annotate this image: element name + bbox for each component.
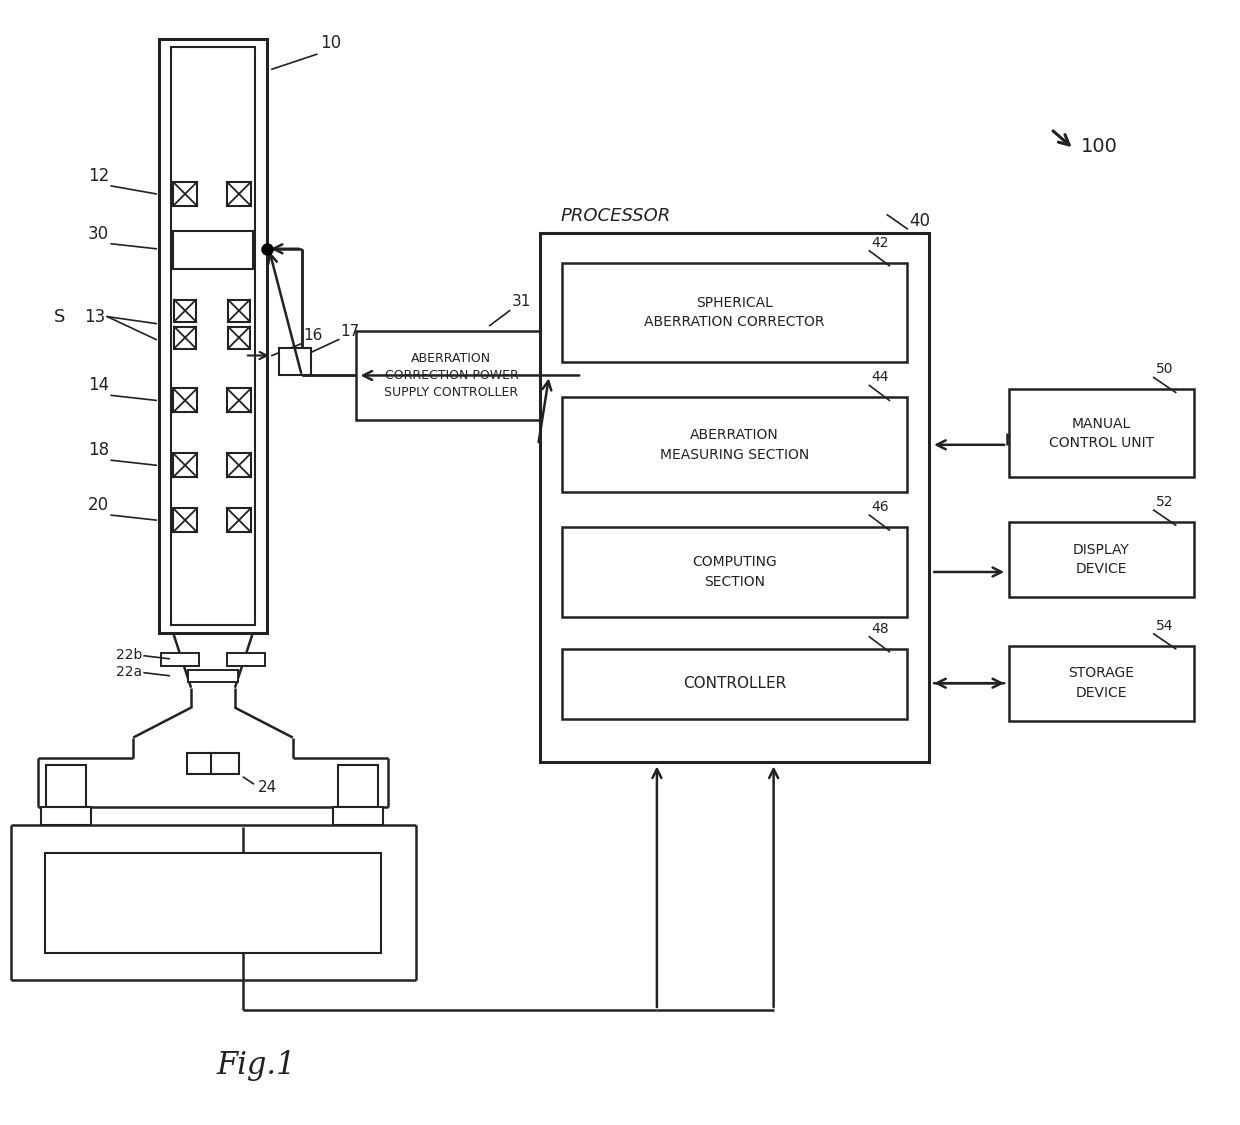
Text: Fig.1: Fig.1	[216, 1050, 295, 1081]
Bar	[174, 388, 197, 413]
Bar	[187, 753, 215, 774]
Bar	[332, 808, 383, 826]
Bar	[562, 397, 908, 492]
Bar	[227, 388, 250, 413]
Bar	[171, 47, 255, 624]
Text: MANUAL
CONTROL UNIT: MANUAL CONTROL UNIT	[1049, 416, 1154, 450]
Text: 100: 100	[1081, 136, 1117, 155]
Text: 16: 16	[304, 327, 324, 342]
Text: 12: 12	[88, 166, 109, 184]
Bar	[188, 669, 238, 682]
Bar	[228, 299, 250, 322]
Bar	[174, 231, 253, 269]
Text: 22a: 22a	[117, 665, 143, 678]
Bar	[227, 453, 250, 477]
Text: 14: 14	[88, 377, 109, 395]
Bar	[279, 348, 311, 376]
Text: 24: 24	[258, 780, 278, 795]
Text: PROCESSOR: PROCESSOR	[560, 207, 671, 225]
Text: 13: 13	[84, 307, 105, 325]
Text: 20: 20	[88, 496, 109, 514]
Text: 18: 18	[88, 441, 109, 459]
Bar	[1009, 522, 1194, 597]
Bar	[211, 753, 239, 774]
Bar	[1009, 646, 1194, 721]
Bar	[562, 263, 908, 362]
Text: CONTROLLER: CONTROLLER	[683, 676, 786, 691]
Bar	[46, 765, 87, 808]
Bar	[356, 331, 547, 421]
Text: 30: 30	[88, 225, 109, 243]
Bar	[161, 652, 200, 666]
Text: 31: 31	[512, 294, 531, 308]
Text: 44: 44	[872, 370, 889, 385]
Bar	[562, 649, 908, 719]
Bar	[46, 853, 381, 953]
Text: ABERRATION
MEASURING SECTION: ABERRATION MEASURING SECTION	[660, 428, 810, 461]
Bar	[228, 326, 250, 349]
Text: ABERRATION
CORRECTION POWER
SUPPLY CONTROLLER: ABERRATION CORRECTION POWER SUPPLY CONTR…	[384, 352, 518, 399]
Bar	[541, 233, 929, 762]
Text: 46: 46	[872, 501, 889, 514]
Bar	[562, 528, 908, 617]
Bar	[174, 508, 197, 532]
Text: 50: 50	[1156, 362, 1173, 377]
Bar	[174, 453, 197, 477]
Bar	[1009, 389, 1194, 477]
Text: S: S	[53, 307, 64, 325]
Text: SPHERICAL
ABERRATION CORRECTOR: SPHERICAL ABERRATION CORRECTOR	[645, 296, 825, 330]
Text: 10: 10	[320, 34, 341, 52]
Bar	[174, 299, 196, 322]
Bar	[159, 39, 267, 633]
Text: 52: 52	[1156, 495, 1173, 510]
Text: DISPLAY
DEVICE: DISPLAY DEVICE	[1073, 542, 1130, 576]
Text: STORAGE
DEVICE: STORAGE DEVICE	[1069, 666, 1135, 700]
Text: 22b: 22b	[115, 648, 143, 662]
Bar	[227, 508, 250, 532]
Text: 54: 54	[1156, 619, 1173, 633]
Bar	[337, 765, 378, 808]
Bar	[227, 182, 250, 206]
Text: COMPUTING
SECTION: COMPUTING SECTION	[692, 556, 777, 588]
Bar	[227, 652, 265, 666]
Bar	[41, 808, 92, 826]
Bar	[174, 182, 197, 206]
Text: 42: 42	[872, 236, 889, 250]
Text: 17: 17	[341, 324, 360, 339]
Text: 40: 40	[909, 212, 930, 230]
Bar	[174, 326, 196, 349]
Text: 48: 48	[872, 622, 889, 636]
